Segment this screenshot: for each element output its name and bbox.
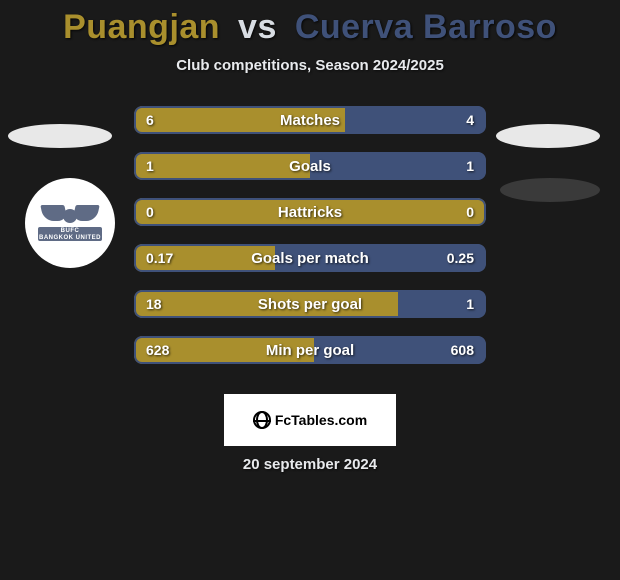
stat-row: 6 Matches 4: [134, 106, 486, 134]
stat-value-left: 0: [146, 204, 154, 220]
club-full: BANGKOK UNITED: [38, 235, 102, 242]
stat-label: Goals per match: [251, 250, 369, 267]
stat-label: Goals: [289, 158, 331, 175]
subtitle: Club competitions, Season 2024/2025: [0, 57, 620, 74]
stat-label: Min per goal: [266, 342, 354, 359]
stat-value-left: 0.17: [146, 250, 173, 266]
comparison-title: Puangjan vs Cuerva Barroso: [0, 0, 620, 47]
date-label: 20 september 2024: [243, 456, 377, 473]
stat-label: Matches: [280, 112, 340, 129]
stat-value-left: 6: [146, 112, 154, 128]
stat-row: 0 Hattricks 0: [134, 198, 486, 226]
stat-value-right: 0: [466, 204, 474, 220]
stat-value-right: 608: [451, 342, 474, 358]
globe-icon: [253, 411, 271, 429]
stat-fill-right: [345, 106, 486, 134]
stat-label: Shots per goal: [258, 296, 362, 313]
club-abbr: BUFC: [38, 228, 102, 235]
player1-photo-placeholder: [8, 124, 112, 148]
stat-fill-left: [134, 152, 310, 180]
brand-box: FcTables.com: [224, 394, 396, 446]
stat-value-right: 1: [466, 158, 474, 174]
stat-value-right: 0.25: [447, 250, 474, 266]
vs-label: vs: [238, 8, 277, 46]
player1-club-logo: BUFC BANGKOK UNITED: [25, 178, 115, 268]
stat-row: 0.17 Goals per match 0.25: [134, 244, 486, 272]
stat-row: 18 Shots per goal 1: [134, 290, 486, 318]
player2-club-placeholder: [500, 178, 600, 202]
stat-value-left: 628: [146, 342, 169, 358]
stat-value-left: 1: [146, 158, 154, 174]
player2-photo-placeholder: [496, 124, 600, 148]
stat-label: Hattricks: [278, 204, 342, 221]
stat-value-left: 18: [146, 296, 162, 312]
stat-value-right: 4: [466, 112, 474, 128]
club-name-band: BUFC BANGKOK UNITED: [38, 227, 102, 241]
player1-name: Puangjan: [63, 8, 220, 46]
brand-text: FcTables.com: [275, 412, 367, 428]
player2-name: Cuerva Barroso: [295, 8, 557, 46]
club-emblem-icon: [42, 205, 98, 223]
stat-value-right: 1: [466, 296, 474, 312]
stat-row: 628 Min per goal 608: [134, 336, 486, 364]
stat-fill-right: [310, 152, 486, 180]
stat-row: 1 Goals 1: [134, 152, 486, 180]
